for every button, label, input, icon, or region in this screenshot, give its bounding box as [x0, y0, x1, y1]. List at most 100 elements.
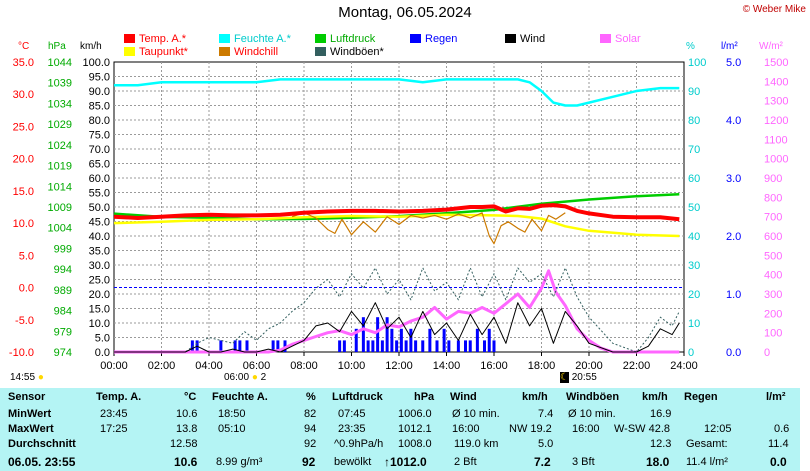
solar-tick-label: 0: [764, 347, 770, 359]
wind-tick-label: 45.0: [89, 217, 110, 229]
x-tick-label: 12:00: [385, 360, 413, 372]
solar-tick-label: 800: [764, 192, 782, 204]
row-avg-press-time: ^0.9hPa/h: [334, 438, 384, 450]
row-min-hum-time: 18:50: [218, 408, 246, 420]
legend-swatch: [410, 34, 421, 43]
humidity-unit-label: %: [686, 41, 695, 52]
pressure-tick-label: 1014: [48, 181, 72, 193]
x-tick-label: 20:00: [575, 360, 603, 372]
row-max-wind-b: NW 19.2: [509, 423, 552, 435]
solar-tick-label: 1200: [764, 115, 788, 127]
sunrise-label: 06:00 ● 2: [224, 372, 267, 383]
hdr-sensor: Sensor: [8, 391, 46, 403]
temp-tick-label: -10.0: [9, 347, 34, 359]
rain-bar: [435, 340, 439, 352]
rain-bar: [414, 340, 418, 352]
x-tick-label: 06:00: [243, 360, 271, 372]
pressure-tick-label: 979: [54, 326, 72, 338]
series-taupunkt: [113, 213, 680, 238]
rain-bar: [492, 340, 496, 352]
row-cur-temp-val: 10.6: [174, 455, 198, 469]
row-avg-rain-val: 11.4: [768, 438, 789, 450]
pressure-tick-label: 1044: [48, 57, 72, 69]
rain-bar: [428, 328, 432, 352]
pressure-tick-label: 984: [54, 306, 72, 318]
row-cur-gust-val: 18.0: [646, 455, 670, 469]
legend-label: Solar: [615, 33, 641, 45]
rain-tick-label: 3.0: [726, 173, 741, 185]
legend-swatch: [219, 47, 230, 56]
wind-tick-label: 55.0: [89, 188, 110, 200]
hdr-temp: Temp. A.: [96, 391, 142, 403]
legend-item-taupunkt: Taupunkt*: [124, 46, 188, 58]
solar-tick-label: 1300: [764, 96, 788, 108]
wind-tick-label: 80.0: [89, 115, 110, 127]
series-solar: [114, 269, 680, 354]
humidity-tick-label: 90: [688, 86, 700, 98]
rain-tick-label: 5.0: [726, 57, 741, 69]
row-max-press-val: 1012.1: [398, 423, 432, 435]
row-cur-wind-val: 7.2: [534, 455, 551, 469]
row-max-wind-a: 16:00: [452, 423, 480, 435]
x-tick-label: 08:00: [290, 360, 318, 372]
temp-tick-label: 15.0: [13, 186, 34, 198]
rain-bar: [219, 340, 223, 352]
legend-item-wind: Wind: [505, 33, 545, 45]
row-min-wind-val: 7.4: [538, 408, 554, 420]
row-min-temp-time: 23:45: [100, 408, 128, 420]
pressure-unit-label: hPa: [48, 41, 66, 52]
rain-bar: [238, 340, 242, 352]
chart-title: Montag, 06.05.2024: [338, 4, 472, 21]
temp-tick-label: 10.0: [13, 218, 34, 230]
row-max-temp-val: 13.8: [176, 423, 198, 435]
x-tick-label: 04:00: [195, 360, 223, 372]
rain-bar: [271, 340, 275, 352]
pressure-tick-label: 1019: [48, 161, 72, 173]
x-tick-label: 22:00: [623, 360, 651, 372]
rain-bar: [342, 340, 346, 352]
rain-bar: [366, 340, 370, 352]
rain-bar: [456, 340, 460, 352]
x-tick-label: 02:00: [148, 360, 176, 372]
solar-tick-label: 1000: [764, 154, 788, 166]
solar-tick-label: 1500: [764, 57, 788, 69]
legend-label: Wind: [520, 33, 546, 45]
temp-tick-label: 30.0: [13, 89, 34, 101]
row-avg-rain-a: Gesamt:: [686, 438, 728, 450]
row-max-temp-time: 17:25: [100, 423, 128, 435]
solar-tick-label: 1400: [764, 76, 788, 88]
rain-bar: [245, 340, 249, 352]
wind-tick-label: 40.0: [89, 231, 110, 243]
legend-item-windböen: Windböen*: [315, 46, 384, 58]
temp-tick-label: 35.0: [13, 57, 34, 69]
rain-bar: [361, 317, 365, 352]
pressure-tick-label: 1039: [48, 78, 72, 90]
legend-swatch: [600, 34, 611, 43]
rain-unit-label: l/m²: [721, 41, 738, 52]
rain-bar: [380, 340, 384, 352]
row-avg-wind-a: 119.0 km: [454, 438, 499, 450]
legend-label: Feuchte A.*: [234, 33, 291, 45]
rain-tick-label: 0.0: [726, 347, 741, 359]
rain-bar: [404, 340, 408, 352]
row-min-press-val: 1006.0: [398, 408, 432, 420]
solar-unit-label: W/m²: [759, 41, 783, 52]
humidity-tick-label: 20: [688, 289, 700, 301]
solar-tick-label: 900: [764, 173, 782, 185]
legend-item-solar: Solar: [600, 33, 641, 45]
pressure-tick-label: 1004: [48, 223, 72, 235]
wind-tick-label: 90.0: [89, 86, 110, 98]
row-max-rain-val: 0.6: [774, 423, 790, 435]
temp-unit-label: °C: [18, 41, 30, 52]
copyright-text: © Weber Mike: [742, 4, 806, 15]
rain-bar: [385, 317, 389, 352]
legend-label: Regen: [425, 33, 458, 45]
wind-tick-label: 75.0: [89, 130, 110, 142]
rain-bar: [354, 328, 358, 352]
wind-tick-label: 70.0: [89, 144, 110, 156]
legend-label: Windböen*: [330, 46, 384, 58]
row-max-rain-a: 12:05: [704, 423, 732, 435]
solar-tick-label: 500: [764, 250, 782, 262]
temp-tick-label: -5.0: [15, 315, 34, 327]
humidity-tick-label: 30: [688, 260, 700, 272]
